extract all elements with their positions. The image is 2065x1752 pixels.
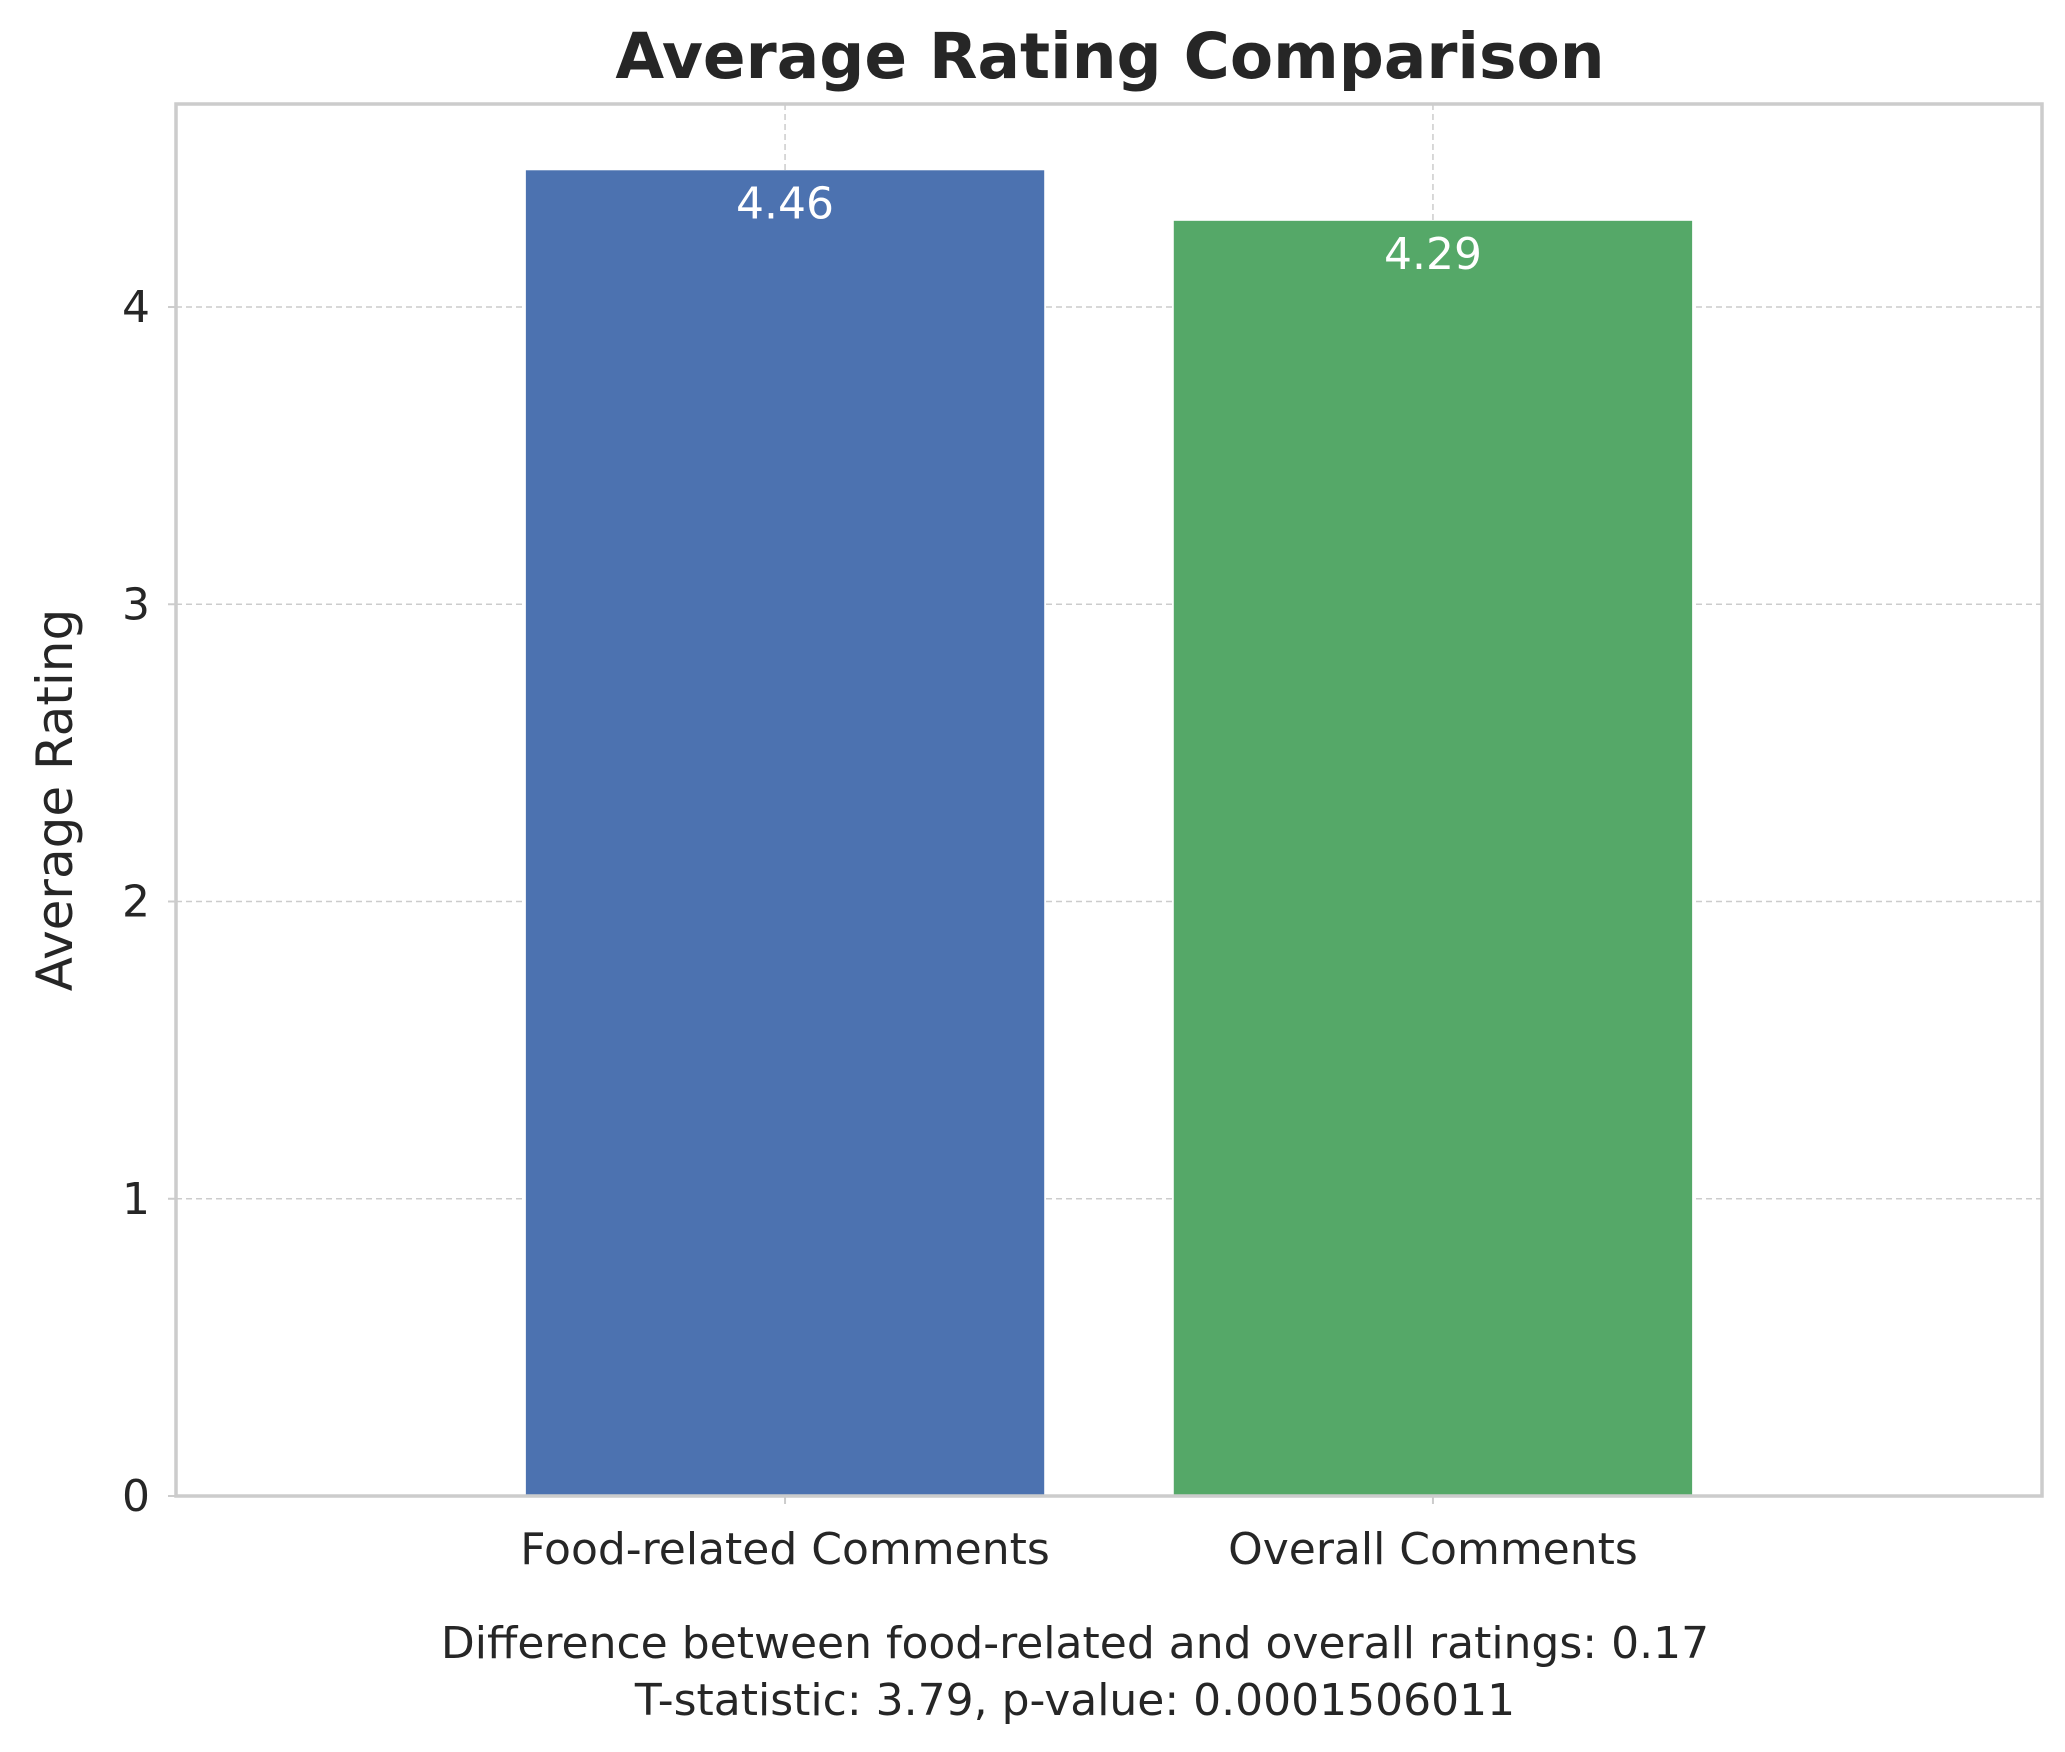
bars (525, 170, 1693, 1497)
bar-value-label: 4.46 (736, 178, 834, 229)
plot-frame (174, 102, 2044, 1498)
y-tick-label: 0 (122, 1471, 150, 1522)
bar-food-related (525, 170, 1045, 1496)
y-axis-label: Average Rating (26, 609, 84, 991)
chart-title: Average Rating Comparison (615, 20, 1604, 93)
bar-value-label: 4.29 (1384, 229, 1482, 280)
bar-overall (1173, 220, 1693, 1497)
x-axis-ticks: Food-related Comments Overall Comments (520, 1496, 1638, 1575)
y-tick-label: 4 (122, 282, 150, 333)
bar-value-labels: 4.46 4.29 (736, 178, 1482, 280)
footnote-statistics: T-statistic: 3.79, p-value: 0.0001506011 (634, 1675, 1515, 1726)
y-tick-label: 3 (122, 579, 150, 630)
y-axis-ticks: 0 1 2 3 4 (122, 282, 176, 1522)
footnote-difference: Difference between food-related and over… (441, 1618, 1709, 1669)
x-tick-label: Food-related Comments (520, 1524, 1050, 1575)
y-tick-label: 2 (122, 877, 150, 928)
x-tick-label: Overall Comments (1228, 1524, 1638, 1575)
grid-lines (176, 104, 2042, 1496)
y-tick-label: 1 (122, 1174, 150, 1225)
